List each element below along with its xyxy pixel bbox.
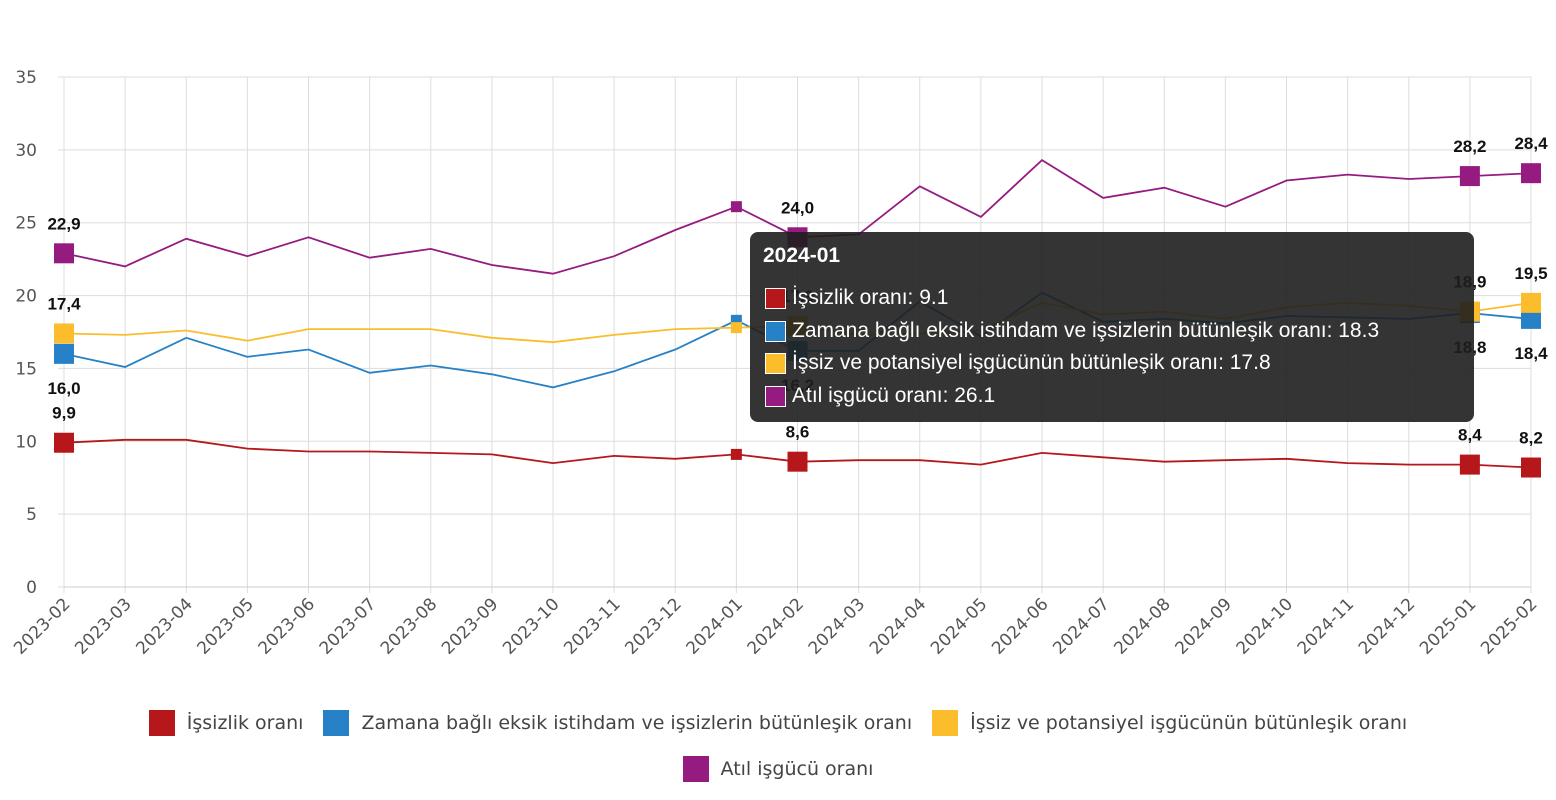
x-tick-label: 2023-05 bbox=[194, 594, 258, 658]
x-tick-label: 2023-11 bbox=[560, 594, 624, 658]
tooltip-text-issiz-potansiyel: İşsiz ve potansiyel işgücünün bütünleşik… bbox=[792, 351, 1271, 374]
data-point-marker bbox=[730, 448, 742, 460]
data-label: 28,2 bbox=[1453, 137, 1486, 156]
x-tick-label: 2023-09 bbox=[438, 594, 502, 658]
data-label: 22,9 bbox=[47, 214, 80, 233]
x-tick-label: 2023-07 bbox=[316, 594, 380, 658]
tooltip-title: 2024-01 bbox=[763, 244, 841, 267]
chart-tooltip: 2024-01 İşsizlik oranı: 9.1 Zamana bağlı… bbox=[750, 232, 1474, 422]
tooltip-text-zamana-bagli: Zamana bağlı eksik istihdam ve işsizleri… bbox=[792, 319, 1380, 342]
tooltip-swatch-issiz-potansiyel bbox=[765, 352, 786, 374]
x-tick-label: 2024-02 bbox=[744, 594, 808, 658]
x-tick-label: 2024-05 bbox=[927, 594, 991, 658]
data-point-marker bbox=[787, 451, 808, 472]
legend-label-atil-isgucu: Atıl işgücü oranı bbox=[720, 758, 874, 780]
x-tick-label: 2024-06 bbox=[988, 594, 1052, 658]
x-tick-label: 2023-08 bbox=[377, 594, 441, 658]
y-tick-label: 15 bbox=[15, 359, 37, 379]
chart-legend: İşsizlik oranı Zamana bağlı eksik istihd… bbox=[0, 700, 1556, 792]
data-label: 8,2 bbox=[1519, 429, 1543, 448]
x-tick-label: 2024-12 bbox=[1355, 594, 1419, 658]
data-point-marker bbox=[1521, 163, 1541, 184]
data-point-marker bbox=[54, 343, 74, 364]
legend-label-issizlik: İşsizlik oranı bbox=[186, 712, 304, 734]
x-tick-label: 2023-04 bbox=[132, 594, 196, 658]
tooltip-swatch-zamana-bagli bbox=[765, 320, 786, 342]
tooltip-swatch-atil-isgucu bbox=[765, 385, 786, 407]
legend-item-atil-isgucu[interactable]: Atıl işgücü oranı bbox=[682, 756, 874, 782]
data-label: 19,5 bbox=[1514, 264, 1547, 283]
legend-item-issizlik[interactable]: İşsizlik oranı bbox=[148, 710, 304, 736]
data-label: 9,9 bbox=[52, 404, 76, 423]
data-point-marker bbox=[1521, 457, 1541, 478]
x-tick-label: 2024-09 bbox=[1172, 594, 1236, 658]
x-tick-label: 2023-03 bbox=[71, 594, 135, 658]
data-point-marker bbox=[54, 243, 74, 264]
x-tick-label: 2023-10 bbox=[499, 594, 563, 658]
data-point-marker bbox=[730, 322, 742, 334]
legend-item-zamana-bagli[interactable]: Zamana bağlı eksik istihdam ve işsizleri… bbox=[323, 710, 912, 736]
legend-item-issiz-potansiyel[interactable]: İşsiz ve potansiyel işgücünün bütünleşik… bbox=[932, 710, 1407, 736]
data-label: 18,4 bbox=[1514, 344, 1548, 363]
legend-swatch-atil-isgucu bbox=[682, 756, 709, 782]
x-tick-label: 2024-10 bbox=[1233, 594, 1297, 658]
data-label: 24,0 bbox=[781, 198, 814, 217]
tooltip-row-atil-isgucu: Atıl işgücü oranı: 26.1 bbox=[765, 384, 995, 408]
x-tick-label: 2024-08 bbox=[1110, 594, 1174, 658]
x-tick-label: 2025-02 bbox=[1477, 594, 1541, 658]
legend-swatch-zamana-bagli bbox=[323, 710, 350, 736]
data-point-marker bbox=[730, 201, 742, 213]
tooltip-swatch-issizlik bbox=[765, 287, 786, 309]
y-tick-label: 25 bbox=[15, 214, 37, 234]
legend-swatch-issizlik bbox=[148, 710, 175, 736]
data-label: 17,4 bbox=[47, 294, 81, 313]
data-label: 28,4 bbox=[1514, 134, 1548, 153]
y-tick-label: 10 bbox=[15, 432, 37, 452]
x-tick-label: 2024-01 bbox=[683, 594, 747, 658]
data-point-marker bbox=[54, 432, 74, 453]
x-tick-label: 2024-11 bbox=[1294, 594, 1358, 658]
x-tick-label: 2024-04 bbox=[866, 594, 930, 658]
y-tick-label: 20 bbox=[15, 287, 37, 307]
data-point-marker bbox=[54, 323, 74, 344]
tooltip-text-issizlik: İşsizlik oranı: 9.1 bbox=[792, 286, 949, 309]
tooltip-row-issizlik: İşsizlik oranı: 9.1 bbox=[765, 286, 948, 310]
x-tick-label: 2023-06 bbox=[255, 594, 319, 658]
x-tick-label: 2023-02 bbox=[10, 594, 74, 658]
data-label: 8,6 bbox=[786, 423, 810, 442]
data-point-marker bbox=[1459, 454, 1480, 475]
data-point-marker bbox=[1521, 308, 1541, 329]
data-point-marker bbox=[730, 314, 742, 326]
legend-swatch-issiz-potansiyel bbox=[932, 710, 959, 736]
legend-row-2: Atıl işgücü oranı bbox=[0, 746, 1556, 792]
tooltip-row-issiz-potansiyel: İşsiz ve potansiyel işgücünün bütünleşik… bbox=[765, 351, 1271, 375]
x-tick-label: 2023-12 bbox=[621, 594, 685, 658]
y-tick-label: 5 bbox=[26, 505, 37, 525]
data-label: 16,0 bbox=[47, 379, 80, 398]
tooltip-text-atil-isgucu: Atıl işgücü oranı: 26.1 bbox=[792, 384, 996, 407]
data-point-marker bbox=[1459, 166, 1480, 187]
tooltip-row-zamana-bagli: Zamana bağlı eksik istihdam ve işsizleri… bbox=[765, 319, 1379, 343]
y-tick-label: 30 bbox=[15, 141, 37, 161]
y-tick-label: 0 bbox=[26, 578, 37, 598]
legend-row-1: İşsizlik oranı Zamana bağlı eksik istihd… bbox=[0, 700, 1556, 746]
x-tick-label: 2025-01 bbox=[1416, 594, 1480, 658]
data-point-marker bbox=[1521, 292, 1541, 313]
x-tick-label: 2024-03 bbox=[805, 594, 869, 658]
y-tick-label: 35 bbox=[15, 68, 37, 88]
legend-label-issiz-potansiyel: İşsiz ve potansiyel işgücünün bütünleşik… bbox=[970, 712, 1408, 734]
data-label: 8,4 bbox=[1458, 426, 1482, 445]
x-tick-label: 2024-07 bbox=[1049, 594, 1113, 658]
legend-label-zamana-bagli: Zamana bağlı eksik istihdam ve işsizleri… bbox=[361, 712, 913, 734]
